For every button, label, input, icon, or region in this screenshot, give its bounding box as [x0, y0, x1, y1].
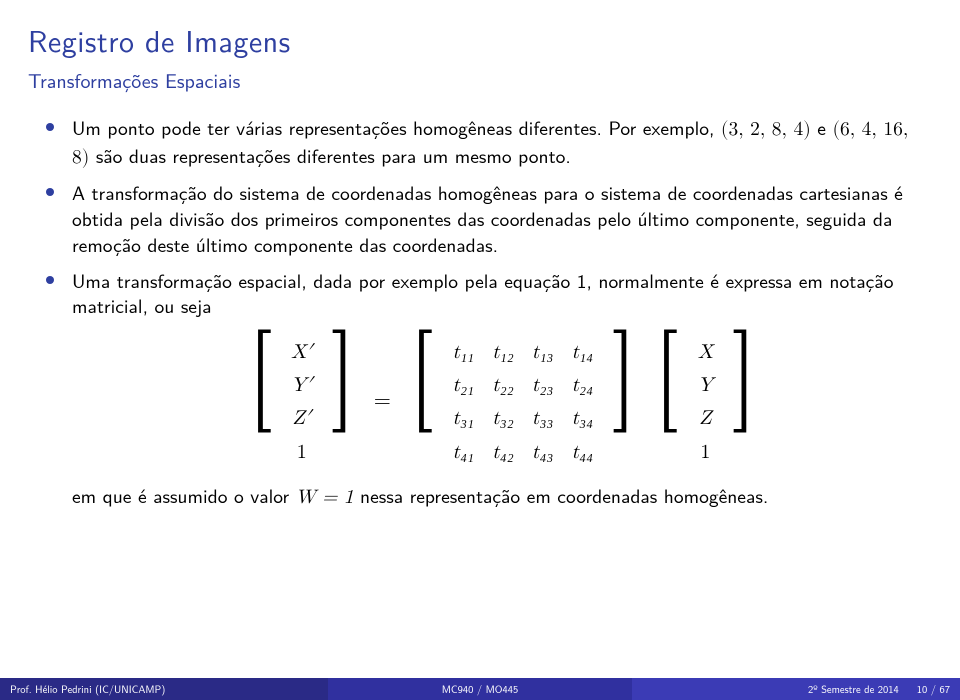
m: t₁₄ [564, 335, 600, 368]
footer-center: MC940 / MO445 [328, 678, 631, 700]
m: t₄₄ [564, 435, 600, 468]
footer-semester: 2º Semestre de 2014 [808, 682, 899, 697]
m: Y′ [284, 369, 319, 402]
content-area: Um ponto pode ter várias representações … [28, 115, 932, 510]
bullet-1: Um ponto pode ter várias representações … [52, 115, 932, 170]
m: t₂₄ [564, 369, 600, 402]
text: são duas representações diferentes para … [89, 141, 570, 170]
m: t₁₁ [445, 335, 481, 368]
m: 1 [284, 435, 319, 468]
m: t₂₃ [525, 369, 561, 402]
m: t₄₂ [485, 435, 521, 468]
footer-right: 2º Semestre de 2014 10 / 67 [632, 678, 960, 700]
m: t₃₂ [485, 402, 521, 435]
footer-page: 10 / 67 [917, 682, 950, 697]
text: Uma transformação espacial, dada por exe… [72, 266, 893, 321]
m: t₄₁ [445, 435, 481, 468]
text: em que é assumido o valor [72, 481, 296, 510]
m: X [691, 335, 720, 368]
m: 1 [691, 435, 720, 468]
page-title: Registro de Imagens [28, 18, 932, 62]
m: t₄₃ [525, 435, 561, 468]
m: X′ [284, 335, 319, 368]
math-inline: (3, 2, 8, 4) [721, 119, 811, 139]
text-after-matrix: em que é assumido o valor W = 1 nessa re… [72, 483, 932, 511]
m: t₃₃ [525, 402, 561, 435]
m: Z′ [284, 402, 319, 435]
m: t₂₁ [445, 369, 481, 402]
text: Um ponto pode ter várias representações … [72, 113, 721, 142]
text: nessa representação em coordenadas homog… [354, 481, 769, 510]
text: e [811, 113, 833, 142]
math-inline: W = 1 [296, 487, 354, 507]
m: Y [691, 369, 720, 402]
bullet-2: A transformação do sistema de coordenada… [52, 180, 932, 257]
m: t₁₂ [485, 335, 521, 368]
m: t₁₃ [525, 335, 561, 368]
page-subtitle: Transformações Espaciais [28, 66, 932, 95]
m: t₂₂ [485, 369, 521, 402]
m: t₃₁ [445, 402, 481, 435]
footer-left: Prof. Hélio Pedrini (IC/UNICAMP) [0, 678, 328, 700]
equals-sign: = [370, 387, 395, 416]
footer-bar: Prof. Hélio Pedrini (IC/UNICAMP) MC940 /… [0, 678, 960, 700]
bullet-3: Uma transformação espacial, dada por exe… [52, 268, 932, 511]
m: Z [691, 402, 720, 435]
matrix-equation: [ X′ Y′ Z′ 1 ] = [ [72, 335, 932, 469]
m: t₃₄ [564, 402, 600, 435]
